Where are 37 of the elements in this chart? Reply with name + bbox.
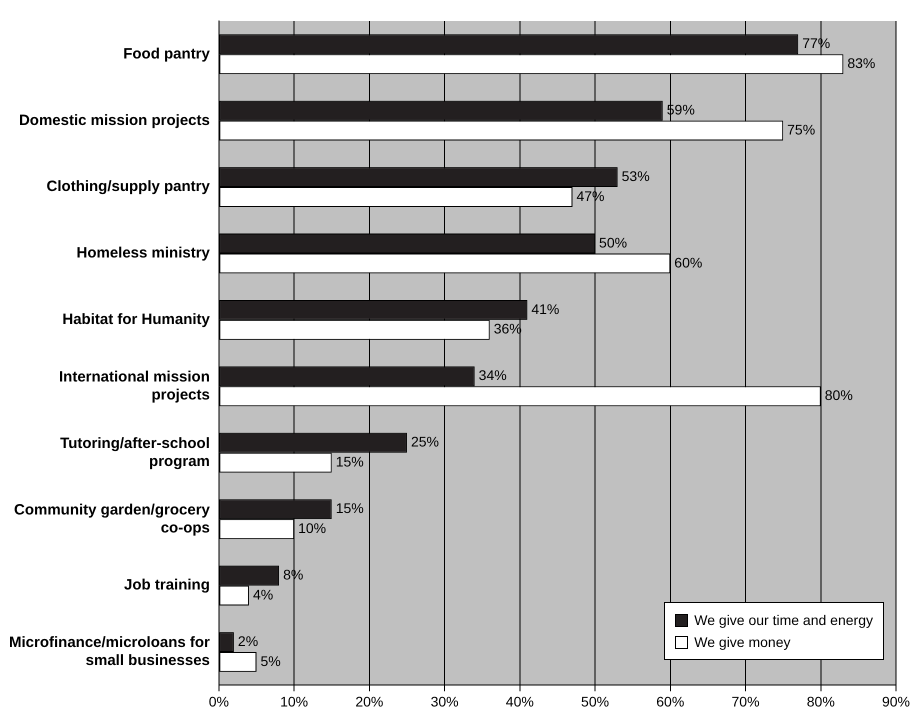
- data-label: 5%: [260, 652, 281, 669]
- y-tick-label: Habitat for Humanity: [62, 311, 211, 328]
- data-label: 34%: [478, 367, 507, 384]
- x-tick-label: 30%: [430, 693, 459, 710]
- data-label: 25%: [410, 434, 439, 450]
- data-label: 4%: [252, 586, 274, 602]
- data-label: 15%: [336, 500, 364, 516]
- data-label: 41%: [531, 300, 560, 317]
- y-tick-label: Domestic mission projects: [18, 112, 210, 129]
- data-label: 83%: [847, 55, 876, 72]
- x-tick-label: 20%: [355, 693, 384, 710]
- data-label: 60%: [674, 254, 702, 270]
- data-label: 2%: [238, 632, 258, 649]
- y-tick-label: Clothing/supply pantry: [46, 178, 211, 196]
- y-tick-label: Food pantry: [123, 45, 211, 62]
- data-label: 80%: [824, 387, 853, 404]
- legend-label: We give our time and energy: [694, 611, 873, 630]
- x-tick-label: 0%: [208, 693, 229, 710]
- x-tick-label: 50%: [581, 693, 610, 710]
- y-tick-label: Tutoring/after-school program: [60, 434, 210, 470]
- x-tick-label: 60%: [656, 693, 684, 710]
- y-tick-label: Microfinance/microloans for small businesses: [9, 634, 210, 670]
- y-tick-label: International mission projects: [59, 368, 210, 404]
- x-tick-label: 90%: [882, 693, 910, 710]
- x-tick-label: 40%: [506, 693, 534, 710]
- x-tick-label: 10%: [280, 693, 308, 710]
- data-label: 15%: [336, 454, 364, 470]
- y-tick-label: Community garden/grocery co-ops: [14, 501, 211, 536]
- legend-label: We give money: [694, 633, 790, 652]
- data-label: 50%: [599, 234, 628, 250]
- data-label: 10%: [298, 520, 326, 536]
- data-label: 53%: [622, 168, 650, 184]
- x-tick-label: 70%: [732, 693, 760, 710]
- data-label: 75%: [787, 121, 816, 138]
- y-tick-label: Homeless ministry: [76, 244, 211, 262]
- x-tick-label: 80%: [806, 693, 835, 710]
- y-tick-label: Job training: [124, 576, 210, 594]
